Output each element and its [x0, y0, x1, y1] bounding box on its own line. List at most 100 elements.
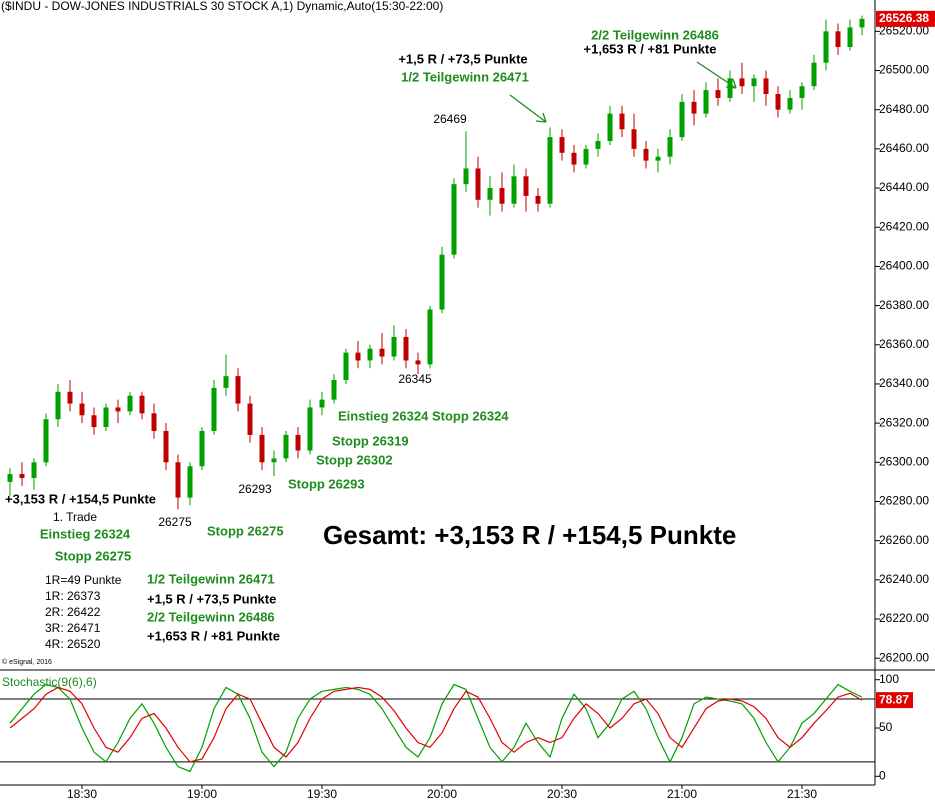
y-tick-label: 26240.00 [879, 572, 929, 586]
annotation: Stopp 26302 [316, 452, 393, 467]
stochastic-title: Stochastic(9(6),6) [2, 675, 97, 689]
candle-body [619, 113, 625, 130]
y-tick-label: 26260.00 [879, 533, 929, 547]
candle-body [463, 168, 469, 185]
annotation: 26293 [238, 482, 272, 496]
candle-body [643, 148, 649, 161]
candle-body [331, 380, 337, 400]
y-tick-label: 26400.00 [879, 259, 929, 273]
annotation: 1R: 26373 [45, 589, 101, 603]
y-tick-label: 26520.00 [879, 24, 929, 38]
y-tick-label: 26500.00 [879, 63, 929, 77]
candle-body [367, 348, 373, 361]
candle-body [211, 387, 217, 431]
candle-body [79, 403, 85, 416]
y-tick-label: 50 [879, 720, 893, 734]
annotation: 26275 [158, 515, 192, 529]
candle-body [499, 188, 505, 204]
y-tick-label: 26380.00 [879, 298, 929, 312]
candle-body [139, 395, 145, 414]
candle-body [319, 399, 325, 408]
x-tick-label: 21:30 [787, 787, 817, 801]
candle-body [283, 434, 289, 459]
annotation: 2/2 Teilgewinn 26486 [147, 609, 275, 624]
candle-body [739, 78, 745, 87]
candle-body [7, 474, 13, 482]
y-tick-label: 100 [879, 672, 899, 686]
candle-body [775, 94, 781, 110]
annotation: 3R: 26471 [45, 621, 101, 635]
candle-body [451, 184, 457, 255]
stochastic-line [9, 683, 863, 773]
y-tick-label: 26360.00 [879, 337, 929, 351]
source: © eSignal, 2016 [2, 658, 52, 666]
last-value-label: 78.87 [879, 692, 909, 706]
annotation: Gesamt: +3,153 R / +154,5 Punkte [323, 520, 736, 550]
candle-body [199, 430, 205, 467]
annotation: 1R=49 Punkte [45, 573, 122, 587]
stochastic-line [9, 686, 863, 763]
candle-body [43, 419, 49, 463]
annotation: +1,5 R / +73,5 Punkte [398, 51, 527, 66]
annotation: Einstieg 26324 Stopp 26324 [338, 408, 509, 423]
y-tick-label: 26460.00 [879, 141, 929, 155]
candle-body [487, 188, 493, 200]
chart-title: ($INDU - DOW-JONES INDUSTRIALS 30 STOCK … [1, 0, 443, 13]
candle-body [55, 391, 61, 420]
candle-body [547, 137, 553, 204]
candle-body [763, 78, 769, 95]
y-tick-label: 26440.00 [879, 180, 929, 194]
annotation: Stopp 26293 [288, 476, 365, 491]
annotation: 26345 [398, 372, 432, 386]
x-tick-label: 18:30 [67, 787, 97, 801]
candle-body [691, 101, 697, 114]
candle-body [703, 90, 709, 114]
y-tick-label: 26280.00 [879, 494, 929, 508]
candle-body [679, 101, 685, 138]
candle-body [535, 195, 541, 204]
x-tick-label: 19:00 [187, 787, 217, 801]
candle-body [163, 430, 169, 463]
candle-body [127, 395, 133, 412]
x-tick-label: 20:00 [427, 787, 457, 801]
candle-body [91, 415, 97, 428]
candle-body [571, 152, 577, 165]
candle-body [475, 168, 481, 200]
candle-body [751, 78, 757, 87]
y-tick-label: 26200.00 [879, 650, 929, 664]
arrow [509, 94, 547, 123]
candle-body [259, 434, 265, 463]
annotation: 1/2 Teilgewinn 26471 [401, 69, 529, 84]
candle-body [823, 31, 829, 63]
last-value-box [876, 692, 913, 709]
annotation: Stopp 26319 [332, 433, 409, 448]
candle-body [247, 403, 253, 435]
candle-body [403, 336, 409, 361]
annotation: Einstieg 26324 [40, 526, 131, 541]
x-tick-label: 20:30 [547, 787, 577, 801]
candle-body [67, 391, 73, 404]
candle-body [103, 407, 109, 428]
annotation: 1. Trade [53, 510, 97, 524]
y-tick-label: 0 [879, 768, 886, 782]
candle-body [271, 458, 277, 463]
annotation: 2/2 Teilgewinn 26486 [591, 27, 719, 42]
y-tick-label: 26480.00 [879, 102, 929, 116]
y-tick-label: 26300.00 [879, 454, 929, 468]
y-tick-label: 26340.00 [879, 376, 929, 390]
annotation: 26469 [433, 112, 467, 126]
candle-body [559, 137, 565, 153]
annotation: +1,653 R / +81 Punkte [147, 628, 280, 643]
candle-body [115, 407, 121, 412]
candle-body [31, 462, 37, 478]
y-tick-label: 26420.00 [879, 219, 929, 233]
candle-body [391, 336, 397, 357]
candle-body [607, 113, 613, 142]
annotation: 4R: 26520 [45, 637, 101, 651]
candle-body [295, 434, 301, 451]
candle-body [655, 156, 661, 161]
candle-body [439, 254, 445, 310]
candle-body [427, 309, 433, 365]
candle-body [511, 176, 517, 204]
